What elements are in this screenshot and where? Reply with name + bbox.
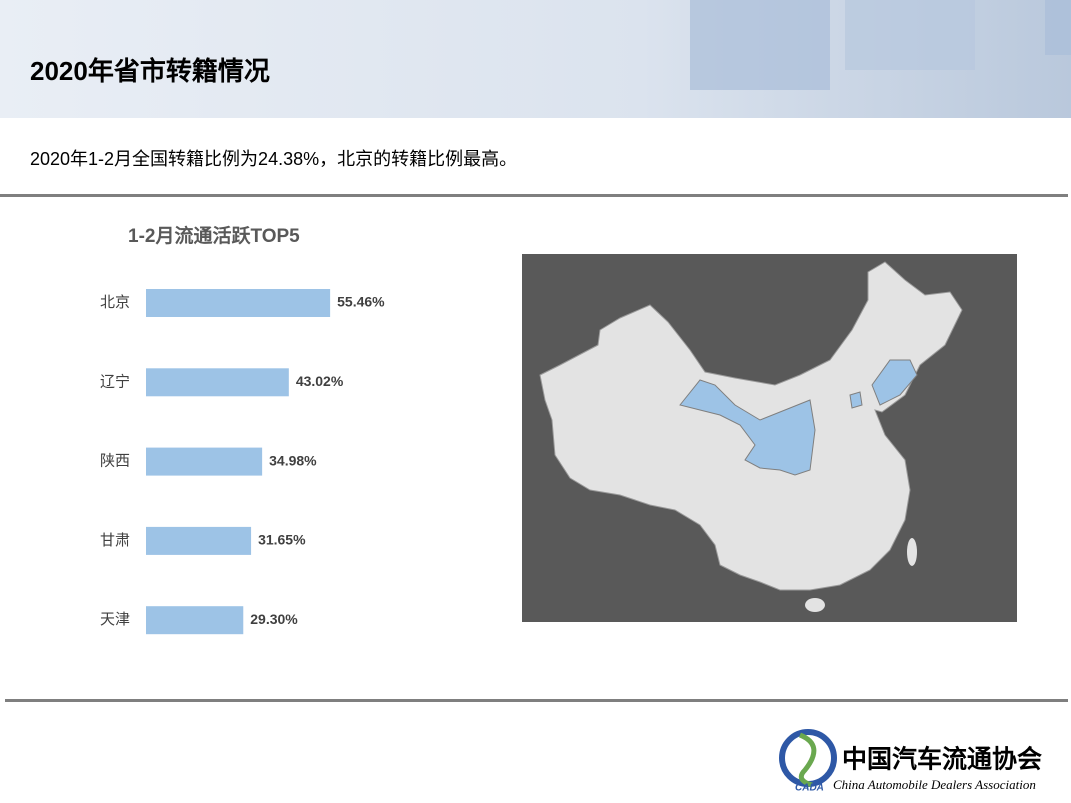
- logo-mark: CADA: [795, 783, 824, 794]
- divider: [5, 699, 1068, 702]
- value-label: 55.46%: [337, 294, 385, 310]
- map: [522, 254, 1017, 622]
- bar: [146, 606, 244, 635]
- logo-swoosh: [798, 732, 817, 788]
- category-label: 天津: [100, 611, 130, 628]
- category-label: 甘肃: [100, 532, 130, 549]
- summary-text: 2020年1-2月全国转籍比例为24.38%，北京的转籍比例最高。: [30, 149, 517, 169]
- bar: [146, 447, 263, 476]
- value-label: 31.65%: [258, 532, 306, 548]
- map-highlight: [871, 359, 918, 406]
- header-cube: [1045, 0, 1071, 55]
- logo: CADA 中国汽车流通协会 China Automobile Dealers A…: [779, 729, 1042, 794]
- header-cube: [690, 0, 830, 90]
- divider: [0, 194, 1068, 197]
- org-name-en: China Automobile Dealers Association: [833, 777, 1036, 792]
- chart-title: 1-2月流通活跃TOP5: [128, 224, 300, 247]
- map-highlight: [679, 379, 816, 476]
- category-label: 陕西: [100, 453, 130, 470]
- org-name-cn: 中国汽车流通协会: [842, 745, 1042, 774]
- value-label: 34.98%: [269, 452, 317, 468]
- value-label: 43.02%: [296, 373, 344, 389]
- slide-title: 2020年省市转籍情况: [30, 56, 270, 86]
- category-label: 辽宁: [100, 373, 130, 390]
- map-island: [907, 538, 917, 566]
- map-highlight: [849, 391, 863, 409]
- bar: [146, 368, 289, 397]
- category-label: 北京: [100, 294, 130, 311]
- value-label: 29.30%: [250, 611, 298, 627]
- bar: [146, 289, 331, 317]
- bar: [146, 526, 252, 555]
- map-island: [805, 598, 825, 612]
- header-cube: [845, 0, 975, 70]
